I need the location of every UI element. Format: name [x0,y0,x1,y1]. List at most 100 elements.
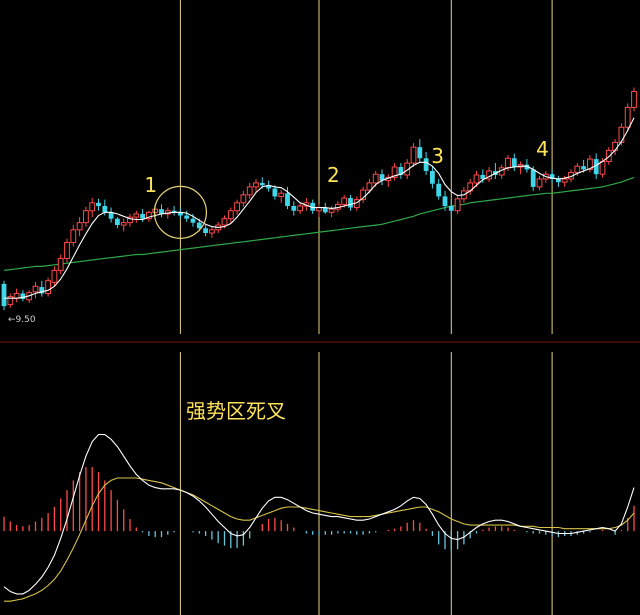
candle [133,210,140,223]
candle-body [120,222,127,226]
candle [448,199,454,218]
candle [593,153,599,179]
candle [417,139,423,164]
candle [322,202,328,214]
candle-body [442,196,448,206]
candle-body [448,205,454,211]
candle-body [561,178,568,183]
candle-body [473,174,480,184]
candle [178,207,183,219]
candle-body [536,178,543,188]
candle [266,180,271,192]
candle-body [423,158,429,171]
macd-panel: 强势区死叉 [3,352,635,615]
candle [120,218,127,232]
candle-body [278,192,285,197]
candle-body [291,205,297,211]
candle [76,217,83,237]
candle [442,190,448,211]
candle [480,169,486,183]
candle [410,143,417,168]
candle-body [618,126,625,143]
dif-line [3,433,635,595]
ma-short-line [4,117,635,299]
highlight-circle [153,185,207,239]
candle-body [184,215,190,219]
candle-body [96,202,101,206]
candle [587,155,593,173]
candle-body [511,158,517,168]
candle-body [203,228,208,234]
candle-body [410,146,417,164]
candle [209,226,215,238]
candle-body [505,157,511,169]
candle [57,254,64,275]
candle-body [246,186,253,196]
low-price-text: ←9.50 [8,315,36,325]
candle [1,280,7,311]
candle [70,225,77,247]
candle-body [430,171,435,184]
low-price-label: ←9.50 [8,315,36,325]
candle-body [348,198,353,208]
candle-body [631,91,637,108]
candles-layer [1,87,637,311]
candle [272,185,278,200]
candle-body [227,210,234,220]
candle-body [102,205,108,213]
candle-body [115,218,120,226]
candle-body [341,197,348,205]
candle-body [253,182,259,188]
candle [631,87,637,112]
candle-body [1,283,7,307]
candle-body [51,269,58,283]
candle-body [454,198,461,212]
candle-body [581,166,586,170]
candle-body [391,166,398,178]
candle [310,199,316,214]
price-marker-lines [179,0,553,334]
candle-body [178,212,183,216]
candle-body [57,257,64,271]
candle-body [152,208,159,213]
macd-histogram [3,467,635,551]
candle-body [556,178,561,183]
candle [530,166,536,191]
candle-body [587,158,593,170]
price-marker-labels: 1 2 3 4 [144,137,549,239]
candle [285,186,290,210]
candle [556,175,561,187]
candle [203,225,208,237]
candle [291,201,297,216]
candle-body [89,202,96,212]
candle-body [70,229,77,244]
candle [51,266,58,287]
candle [430,166,435,189]
candle-body [297,205,304,212]
candle [115,217,120,229]
candle-body [108,212,114,219]
candle [348,194,353,211]
candle-body [366,182,373,191]
candle-body [272,188,278,197]
candle-body [159,209,164,214]
ma-short-layer [4,117,635,299]
candle [83,206,89,227]
candle [39,280,45,297]
candle-body [612,141,619,151]
dif-layer [3,433,635,595]
candle-body [64,242,70,259]
candle [561,175,568,187]
candle-body [322,207,328,213]
candle [246,182,253,199]
candle-body [480,174,486,179]
dea-line [4,477,635,602]
candle [20,290,26,302]
candle-body [285,193,290,206]
candle [297,202,304,214]
candle-body [524,164,530,170]
macd-marker-lines [179,352,553,615]
candle [32,282,39,299]
candle-body [196,222,202,229]
candle [127,213,133,227]
